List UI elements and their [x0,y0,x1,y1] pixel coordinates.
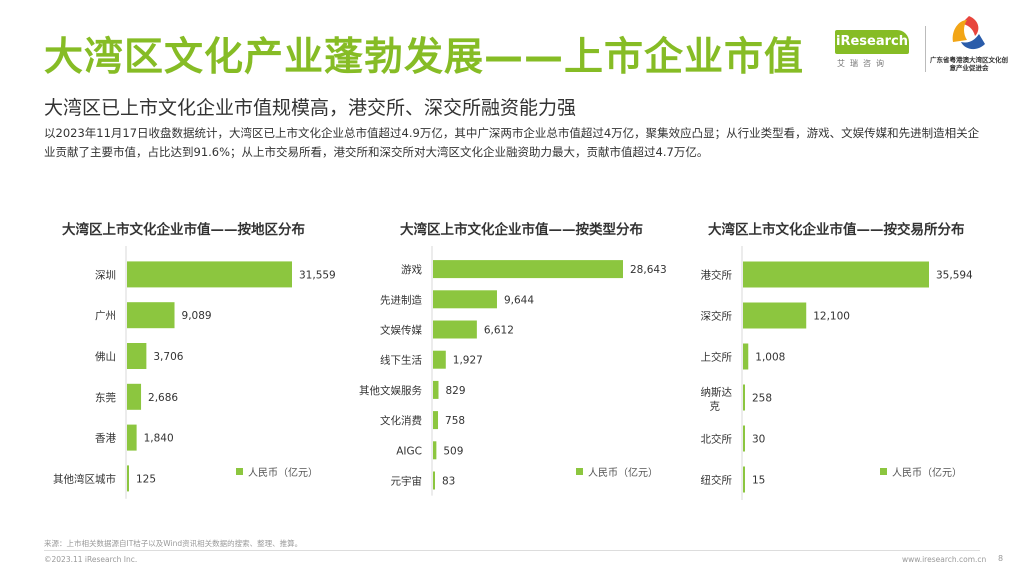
category-label: 深交所 [701,310,733,323]
copyright-text: ©2023.11 iResearch Inc. [44,555,138,564]
value-label: 258 [752,393,772,405]
data-source-note: 来源：上市相关数据源自IT桔子以及Wind资讯相关数据的搜索、整理、推算。 [44,539,303,548]
iresearch-logo: iResearch 艾瑞咨询 [835,30,913,70]
bar [743,425,745,452]
chart-exchange-plot: 港交所 35,594 深交所 12,100 上交所 1,008 纳斯达克 258 北交所 30 纽交… [701,246,973,500]
category-label: 游戏 [401,263,422,276]
value-label: 12,100 [813,311,850,323]
legend-swatch [576,468,583,475]
page-title: 大湾区文化产业蓬勃发展——上市企业市值 [44,35,805,80]
legend-label: 人民币（亿元） [588,466,658,479]
legend-swatch [880,468,887,475]
value-label: 31,559 [299,269,336,281]
bar [433,471,435,490]
chart-type-plot: 游戏 28,643 先进制造 9,644 文娱传媒 6,612 线下生活 1,927 其他文娱服… [359,246,667,496]
value-label: 9,089 [182,310,212,322]
legend-label: 人民币（亿元） [892,466,962,479]
gd-association-logo: 广东省粤港澳大湾区文化创意产业促进会 [930,12,1008,82]
value-label: 758 [445,415,465,427]
bar [127,261,292,288]
bar [127,343,147,369]
iresearch-logo-cn: 艾瑞咨询 [837,59,889,68]
value-label: 83 [442,476,455,488]
category-label: AIGC [396,445,422,457]
category-label: 先进制造 [380,293,422,306]
category-label: 文娱传媒 [380,324,422,337]
value-label: 1,840 [144,433,174,445]
chart-by-region: 大湾区上市文化企业市值——按地区分布 深圳 31,559 广州 9,089 佛山 3,70… [50,218,360,499]
bar [127,302,175,329]
bar [743,343,749,370]
value-label: 35,594 [936,270,973,282]
category-label: 纽交所 [701,474,733,487]
bar [433,380,439,399]
category-label: 香港 [95,433,116,445]
iresearch-logo-tag: iResearch [835,30,909,54]
bar [433,350,446,369]
bar [433,411,439,430]
value-label: 6,612 [484,325,514,337]
category-label: 东莞 [95,391,116,404]
bar [433,441,437,460]
category-label: 元宇宙 [391,475,423,488]
value-label: 829 [445,385,465,397]
bar [127,383,142,410]
bar [127,424,137,451]
category-label: 深圳 [95,269,116,281]
bar [743,384,745,411]
legend-label: 人民币（亿元） [248,466,318,479]
value-label: 28,643 [630,264,667,276]
category-label: 佛山 [95,350,116,363]
page-number: 8 [998,554,1004,563]
chart-by-type: 大湾区上市文化企业市值——按类型分布 游戏 28,643 先进制造 9,644 文娱传媒… [350,218,667,498]
footer-divider [44,550,980,551]
value-label: 125 [136,473,156,485]
logo-divider [925,26,926,72]
bar [433,320,477,339]
category-label: 港交所 [701,269,733,282]
value-label: 3,706 [153,351,183,363]
category-label: 文化消费 [380,414,422,427]
value-label: 1,008 [755,352,785,364]
page-subtitle: 大湾区已上市文化企业市值规模高，港交所、深交所融资能力强 [44,97,577,119]
value-label: 509 [443,445,463,457]
bar [433,290,497,309]
chart-region-plot: 深圳 31,559 广州 9,089 佛山 3,706 东莞 2,686 香港 1,840 其他湾区… [53,246,336,499]
bar [433,260,623,279]
bar [743,302,807,329]
bar [743,261,929,288]
bar [743,466,745,493]
category-label: 其他文娱服务 [359,384,422,397]
chart-title-type: 大湾区上市文化企业市值——按类型分布 [400,222,643,238]
category-label: 线下生活 [380,354,422,367]
category-label: 其他湾区城市 [53,472,116,485]
gd-emblem-icon [952,16,985,50]
legend-swatch [236,468,243,475]
page-description: 以2023年11月17日收盘数据统计，大湾区已上市文化企业总市值超过4.9万亿，… [44,126,980,159]
bar [127,465,129,492]
chart-by-exchange: 大湾区上市文化企业市值——按交易所分布 港交所 35,594 深交所 12,100 上交… [690,218,1000,500]
website-link[interactable]: www.iresearch.com.cn [902,555,987,564]
value-label: 15 [752,475,765,487]
gd-association-name: 广东省粤港澳大湾区文化创意产业促进会 [930,56,1008,72]
chart-title-region: 大湾区上市文化企业市值——按地区分布 [62,222,305,238]
value-label: 2,686 [148,392,178,404]
category-label: 广州 [95,310,116,322]
chart-title-exchange: 大湾区上市文化企业市值——按交易所分布 [708,222,965,238]
category-label: 纳斯达克 [701,386,733,413]
value-label: 9,644 [504,294,534,306]
category-label: 北交所 [701,433,733,446]
category-label: 上交所 [701,351,733,364]
value-label: 1,927 [453,355,483,367]
value-label: 30 [752,434,765,446]
